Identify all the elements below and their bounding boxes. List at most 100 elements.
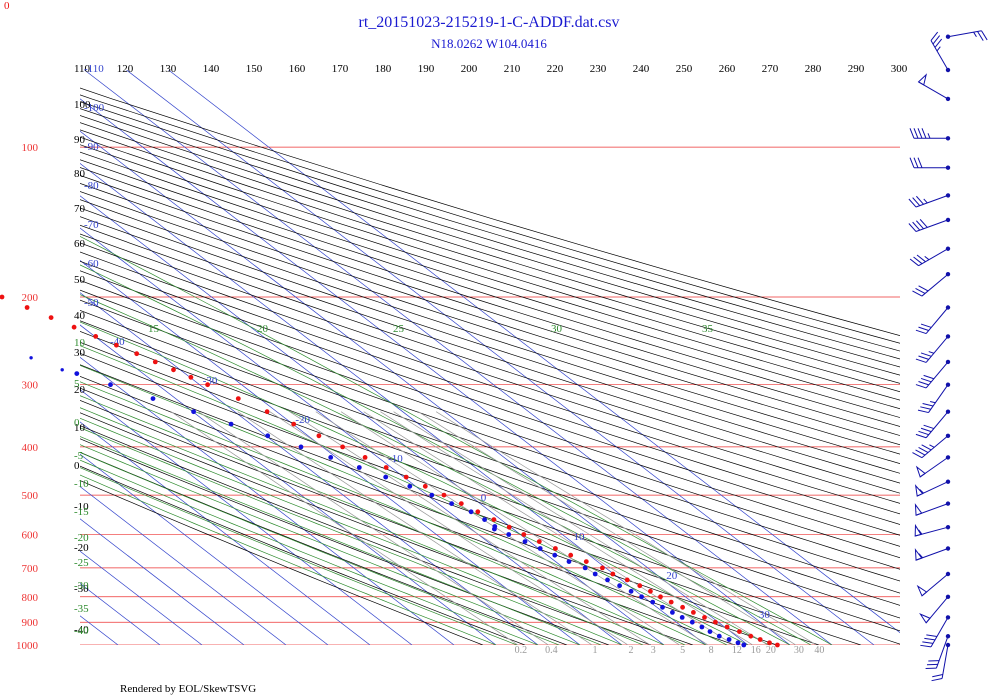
dry-adiabat-line [80,182,900,446]
dry-adiabat-line [80,480,483,645]
dewpoint-profile-point [707,629,713,634]
temperature-profile-point [340,444,345,450]
dry-adiabat-line [80,233,900,504]
moist-left-label: -15 [74,506,89,518]
wind-barb-flag [913,128,919,139]
wind-barb-flag [916,254,926,263]
dry-adiabat-line [80,320,900,606]
moist-adiabat-line [80,417,644,645]
wind-barb-flag [913,256,923,265]
top-theta-label: 210 [504,63,521,75]
temperature-profile-point [610,571,616,577]
wind-barb-flag [918,285,929,292]
dewpoint-upper-profile-point [191,409,197,415]
wind-barb-flag [920,406,931,410]
dry-adiabat-line [80,425,651,645]
temperature-profile-point [316,433,322,439]
temperature-profile-point [71,324,77,330]
temperature-profile-point [403,474,409,480]
left-theta-label: 100 [74,99,91,111]
wind-barb [917,382,951,414]
isotherm-line [80,356,455,645]
moist-adiabat-label: 35 [702,323,714,335]
dewpoint-profile-point [741,642,747,648]
isotherm-line [168,70,900,634]
wind-barb-half-flag [928,351,935,354]
dry-adiabat-line [80,224,900,494]
wind-barb-flag [918,430,929,436]
temperature-profile-point [600,565,605,571]
wind-barb-pennant [914,503,923,516]
temperature-profile-point [568,552,574,558]
moist-adiabat-label: 20 [257,323,269,335]
dry-adiabat-line [80,101,900,352]
dewpoint-upper-profile-point [449,501,454,506]
moist-adiabat-line [80,395,686,645]
moist-left-label: -30 [74,580,89,592]
isotherm-label: -100 [84,102,105,114]
top-theta-label: 140 [203,63,220,75]
temperature-profile-point [506,524,512,530]
chart-title: rt_20151023-215219-1-C-ADDF.dat.csv [359,14,620,31]
temperature-profile-point [583,559,589,564]
wind-barb-flag [921,444,932,451]
dewpoint-profile-point [670,610,675,615]
dewpoint-profile-point [689,619,695,625]
mixing-ratio-label: 0.4 [545,645,558,656]
wind-barb-flag [931,677,943,682]
temperature-profile-point [757,637,763,642]
dry-adiabat-line [80,330,900,619]
isotherm-label: -20 [295,414,310,426]
wind-barb-flag [981,30,988,41]
dewpoint-profile-point [735,640,741,646]
dry-adiabat-line [80,191,900,455]
dry-adiabat-line [80,387,777,645]
wind-barb-flag [908,223,917,232]
pressure-label: 700 [22,563,39,575]
left-theta-label: 30 [74,347,86,359]
top-theta-label: 170 [332,63,349,75]
mixing-ratio-label: 1 [593,645,598,656]
moist-adiabat-label: 15 [148,323,160,335]
dry-adiabat-line [80,136,900,393]
pressure-label: 900 [22,617,39,629]
wind-barb-staff [921,273,949,297]
top-theta-label: 290 [848,63,865,75]
pressure-label: 200 [22,292,39,304]
wind-barb-flag [920,427,932,433]
wind-barb-half-flag [973,31,977,38]
wind-barb-half-flag [919,489,924,494]
isotherm-line [84,70,833,645]
mixing-ratio-line [435,411,817,645]
wind-barb-half-flag [929,444,935,448]
mixing-ratio-label: 8 [709,645,714,656]
dry-adiabat-line [80,251,900,525]
wind-barb [917,73,951,102]
isotherm-line [80,98,791,645]
dewpoint-dotted-profile-point [60,368,64,372]
moist-adiabat-line [80,444,581,645]
wind-barb [908,193,951,208]
isotherm-line [80,421,371,645]
wind-barb [945,30,988,41]
wind-barb-pennant [914,484,924,497]
dry-adiabat-line [80,216,900,484]
dewpoint-profile-point [617,583,622,589]
wind-barb-staff [915,219,949,232]
dewpoint-profile-point [639,594,644,600]
temperature-profile-point [235,396,241,401]
mixing-ratio-line [418,411,797,645]
wind-barb-flag [915,449,926,456]
temperature-profile-point [737,629,742,634]
dewpoint-profile-point [605,577,610,583]
mixing-ratio-label: 20 [766,645,776,656]
moist-left-label: 5 [74,378,80,390]
wind-barb-flag [915,433,927,439]
temperature-profile-point [475,509,481,515]
mixing-ratio-line [363,411,735,645]
isotherm-label: -110 [84,63,104,75]
temperature-profile-point [114,342,119,348]
wind-barb-flag [925,667,937,669]
isotherm-line [80,227,623,645]
wind-barb-flag [920,352,932,357]
